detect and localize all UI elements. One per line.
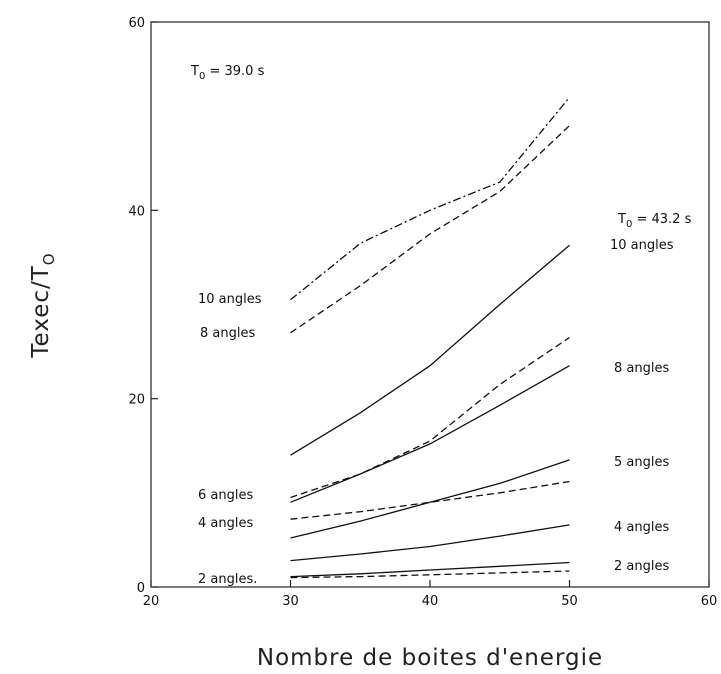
left-label-2-angles: 2 angles. bbox=[198, 572, 257, 587]
y-tick-label-0: 0 bbox=[137, 581, 145, 596]
y-tick-label-20: 20 bbox=[128, 393, 145, 408]
y-axis-title-main: Texec/T bbox=[28, 265, 54, 358]
right-label-2-angles: 2 angles bbox=[614, 559, 669, 574]
t0-left-value: = 39.0 s bbox=[205, 64, 264, 79]
left-label-6-angles: 6 angles bbox=[198, 488, 253, 503]
right-label-8-angles: 8 angles bbox=[614, 361, 669, 376]
right-label-5-angles: 5 angles bbox=[614, 455, 669, 470]
y-tick-label-60: 60 bbox=[128, 16, 145, 31]
series-line-7-solid bbox=[290, 365, 570, 503]
x-axis-title: Nombre de boites d'energie bbox=[257, 645, 603, 671]
right-label-10-angles: 10 angles bbox=[610, 238, 674, 253]
series-line-6-solid bbox=[290, 244, 570, 456]
x-tick-label-40: 40 bbox=[422, 594, 439, 609]
left-label-10-angles: 10 angles bbox=[198, 292, 262, 307]
x-tick-label-60: 60 bbox=[701, 594, 718, 609]
series-line-10-solid bbox=[290, 561, 570, 578]
t0-left-annotation: T0 = 39.0 s bbox=[190, 64, 265, 82]
t0-left-subscript: 0 bbox=[199, 71, 205, 82]
x-tick-label-20: 20 bbox=[143, 594, 160, 609]
t0-right-value: = 43.2 s bbox=[632, 212, 691, 227]
series-line-9-solid bbox=[290, 524, 570, 562]
x-tick-label-50: 50 bbox=[561, 594, 578, 609]
t0-left-symbol: T bbox=[190, 64, 199, 79]
right-label-4-angles: 4 angles bbox=[614, 520, 669, 535]
series-line-2-dashed bbox=[290, 125, 570, 334]
y-axis-title-subscript: O bbox=[40, 252, 58, 265]
left-label-4-angles: 4 angles bbox=[198, 516, 253, 531]
series-line-8-solid bbox=[290, 459, 570, 539]
series-line-5-dashed bbox=[290, 570, 570, 579]
left-label-8-angles: 8 angles bbox=[200, 326, 255, 341]
t0-right-annotation: T0 = 43.2 s bbox=[617, 212, 692, 230]
y-axis-title: Texec/TO bbox=[28, 252, 58, 358]
t0-right-symbol: T bbox=[617, 212, 626, 227]
x-tick-label-30: 30 bbox=[282, 594, 299, 609]
t0-right-subscript: 0 bbox=[626, 219, 632, 230]
series-line-3-dashed bbox=[290, 336, 570, 499]
series-line-1-dashdot bbox=[290, 96, 571, 301]
series-line-4-dashed bbox=[290, 480, 570, 520]
y-tick-label-40: 40 bbox=[128, 204, 145, 219]
